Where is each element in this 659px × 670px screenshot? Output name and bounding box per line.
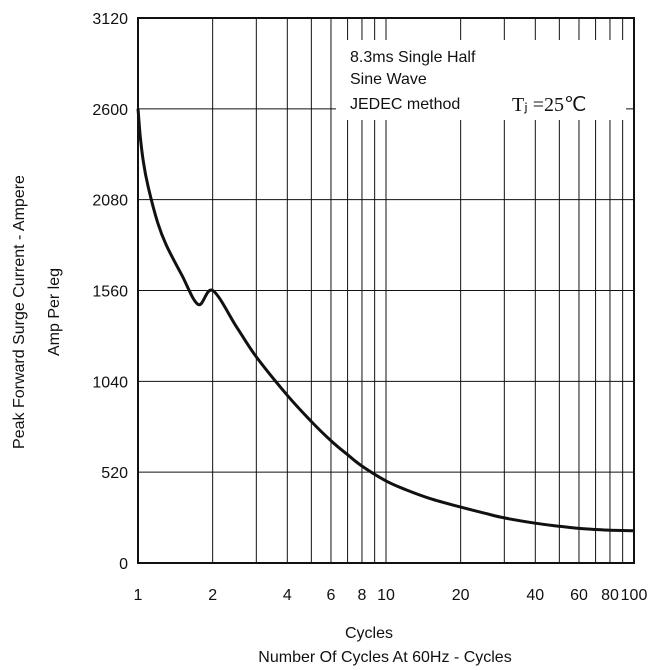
y-tick-label: 1040 [92,374,128,391]
annotation-line-1: 8.3ms Single Half [350,49,476,66]
y-axis-title-line-1: Peak Forward Surge Current - Ampere [11,175,28,449]
y-axis-title-line-2: Amp Per leg [46,268,63,356]
y-tick-label: 520 [101,465,128,482]
y-tick-label: 0 [119,556,128,573]
x-axis-title-line-1: Cycles [345,625,393,642]
plot-frame [137,17,635,564]
x-tick-label: 20 [452,587,470,604]
annotation-line-3: JEDEC method [350,96,460,113]
x-tick-label: 1 [134,587,143,604]
x-tick-label: 40 [526,587,544,604]
y-tick-label: 1560 [92,284,128,301]
annotation-background [336,40,626,120]
annotation-line-2: Sine Wave [350,71,427,88]
y-tick-label: 3120 [92,11,128,28]
x-tick-label: 100 [621,587,648,604]
x-tick-label: 60 [570,587,588,604]
y-tick-labels: 0 520 1040 1560 2080 2600 3120 [92,11,128,573]
y-tick-label: 2080 [92,193,128,210]
annotation-temperature: Tⱼ =25℃ [512,94,586,116]
x-axis-title-line-2: Number Of Cycles At 60Hz - Cycles [258,649,511,666]
x-tick-label: 80 [601,587,619,604]
y-tick-label: 2600 [92,102,128,119]
x-tick-labels: 1 2 4 6 8 10 20 40 60 80 100 [134,587,648,604]
x-tick-label: 10 [377,587,395,604]
x-tick-label: 6 [327,587,336,604]
x-tick-label: 2 [208,587,217,604]
x-tick-label: 8 [358,587,367,604]
x-tick-label: 4 [283,587,292,604]
surge-current-curve [136,108,635,533]
